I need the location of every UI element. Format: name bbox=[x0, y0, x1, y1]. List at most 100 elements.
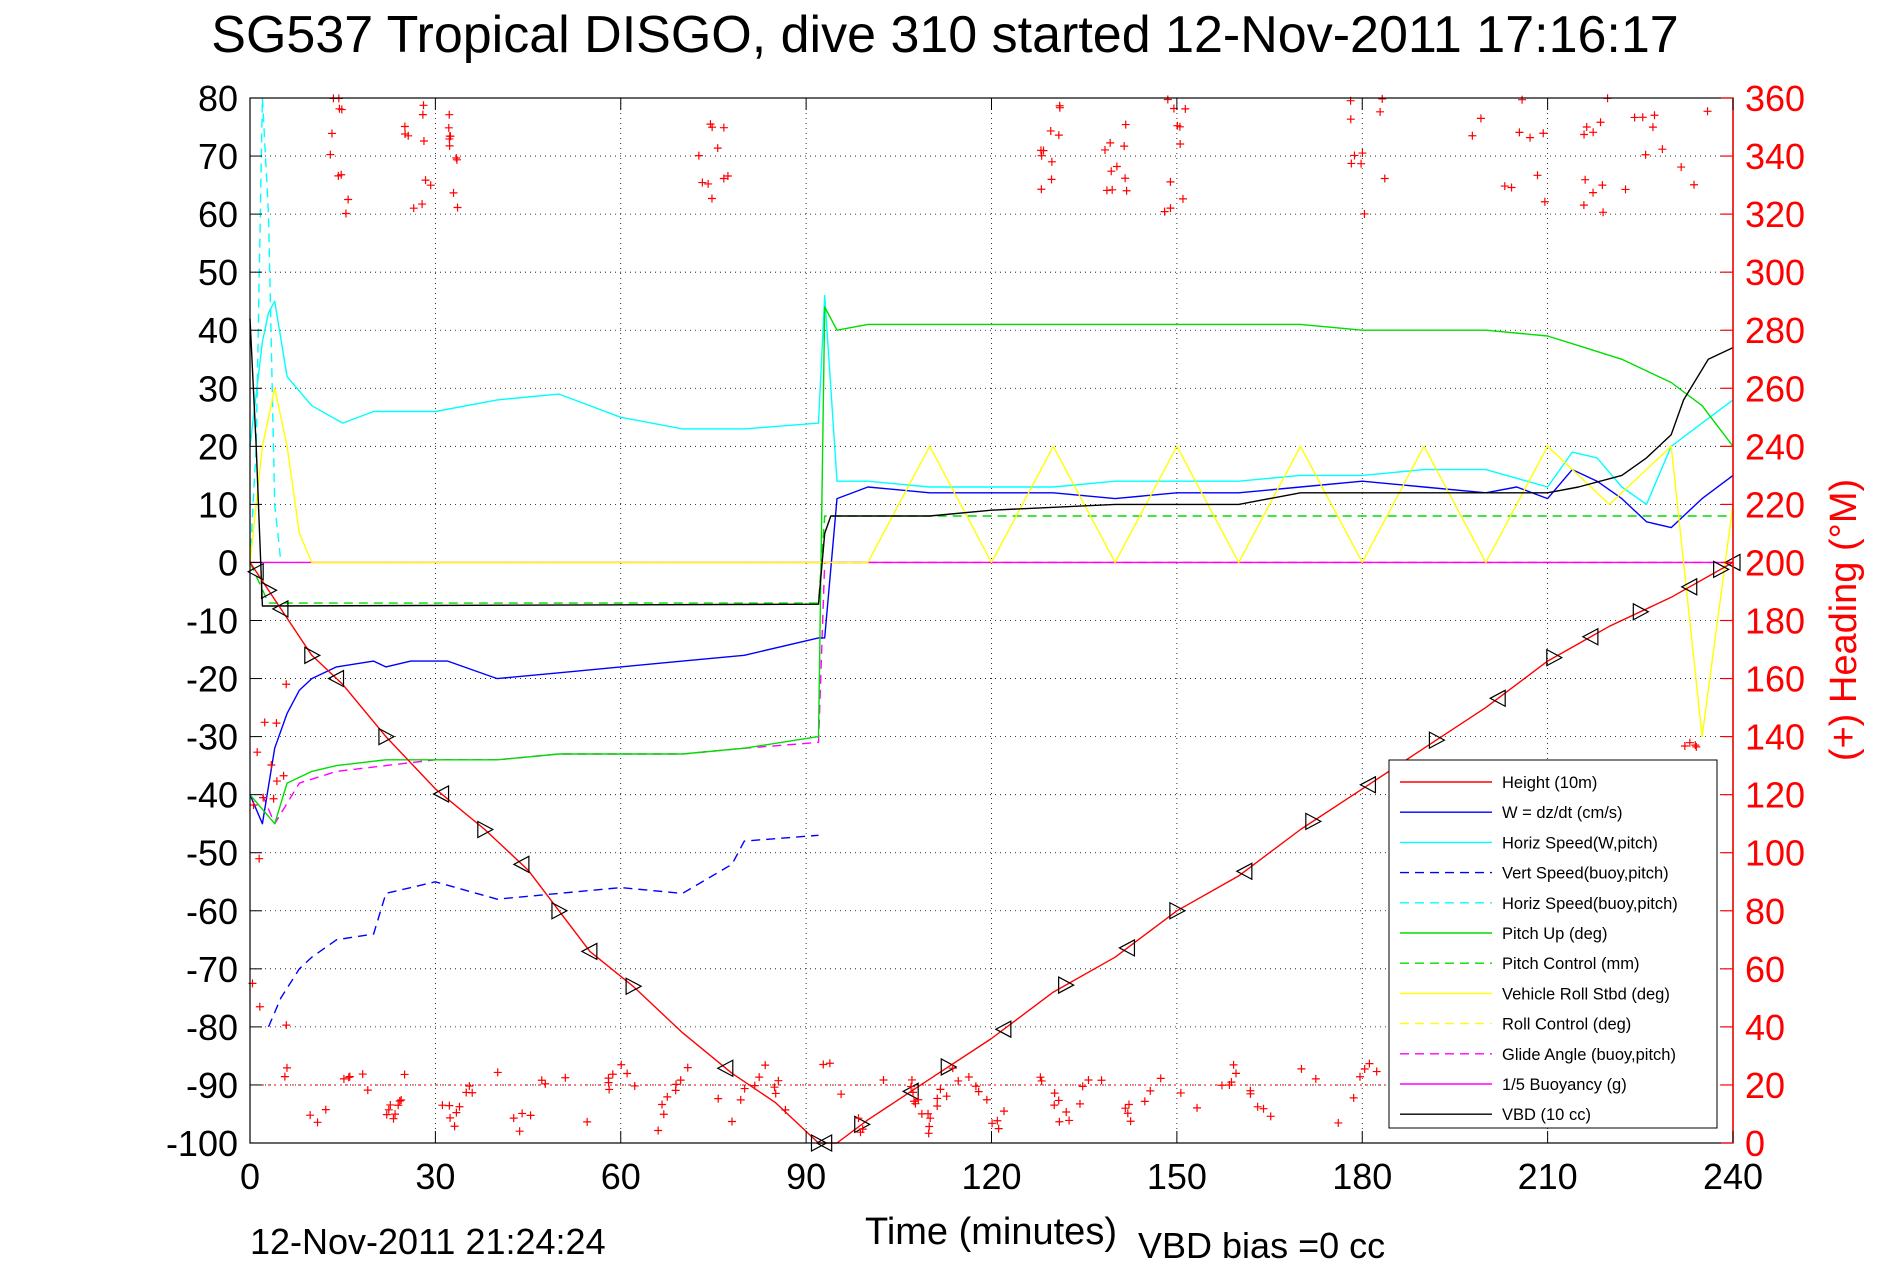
footer-vbd-bias: VBD bias =0 cc bbox=[1138, 1225, 1385, 1262]
heading-marker bbox=[418, 110, 427, 119]
heading-marker bbox=[1123, 1109, 1132, 1118]
heading-marker bbox=[446, 1113, 455, 1122]
heading-marker bbox=[452, 155, 461, 164]
descent-marker bbox=[1235, 862, 1253, 881]
heading-marker bbox=[1638, 113, 1647, 122]
descent-marker bbox=[260, 581, 278, 600]
heading-marker bbox=[936, 1085, 945, 1094]
heading-marker bbox=[1181, 104, 1190, 113]
heading-marker bbox=[1050, 1101, 1059, 1110]
heading-marker bbox=[395, 1097, 404, 1106]
heading-marker bbox=[400, 1070, 409, 1079]
x-tick-label: 30 bbox=[415, 1156, 455, 1197]
heading-marker bbox=[1598, 181, 1607, 190]
heading-marker bbox=[1349, 1093, 1358, 1102]
series-horiz-speed-buoy-pitch bbox=[249, 97, 282, 563]
heading-marker bbox=[1124, 1100, 1133, 1109]
heading-marker bbox=[1046, 126, 1055, 135]
heading-marker bbox=[541, 1079, 550, 1088]
heading-marker bbox=[993, 1116, 1002, 1125]
heading-marker bbox=[617, 1060, 626, 1069]
heading-marker bbox=[740, 1084, 749, 1093]
heading-marker bbox=[933, 1094, 942, 1103]
legend: Height (10m) W = dz/dt (cm/s) Horiz Speed(… bbox=[1388, 759, 1718, 1129]
heading-marker bbox=[394, 1101, 403, 1110]
y2-tick-label: 120 bbox=[1745, 775, 1805, 816]
heading-marker bbox=[1050, 1089, 1059, 1098]
descent-marker bbox=[1359, 775, 1377, 794]
heading-marker bbox=[1047, 175, 1056, 184]
legend-label-height-10m: Height (10m) bbox=[1502, 774, 1597, 792]
heading-marker bbox=[1259, 1104, 1268, 1113]
heading-marker bbox=[736, 1095, 745, 1104]
y-tick-label: 60 bbox=[198, 194, 238, 235]
heading-marker bbox=[694, 151, 703, 160]
descent-marker bbox=[1118, 938, 1136, 957]
heading-marker bbox=[659, 1110, 668, 1119]
series-pitch-control-mm bbox=[249, 515, 1733, 604]
heading-marker bbox=[908, 1088, 917, 1097]
heading-marker bbox=[761, 1061, 770, 1070]
heading-marker bbox=[1054, 1096, 1063, 1105]
legend-label-pitch-control-mm: Pitch Control (mm) bbox=[1502, 955, 1640, 973]
heading-marker bbox=[1037, 151, 1046, 160]
heading-marker bbox=[282, 680, 291, 689]
descent-marker bbox=[327, 669, 345, 688]
heading-marker bbox=[1468, 131, 1477, 140]
heading-marker bbox=[1500, 182, 1509, 191]
series-horiz-speed-w-pitch bbox=[249, 294, 1734, 506]
heading-marker bbox=[465, 1082, 474, 1091]
heading-marker bbox=[334, 171, 343, 180]
heading-marker bbox=[988, 1119, 997, 1128]
heading-marker bbox=[1360, 209, 1369, 218]
heading-marker bbox=[313, 1118, 322, 1127]
heading-marker bbox=[1102, 186, 1111, 195]
heading-marker bbox=[1047, 157, 1056, 166]
heading-marker bbox=[444, 123, 453, 132]
heading-marker bbox=[907, 1075, 916, 1084]
y2-tick-label: 100 bbox=[1745, 833, 1805, 874]
y2-tick-label: 220 bbox=[1745, 484, 1805, 525]
heading-marker bbox=[1581, 175, 1590, 184]
footer-time: 12-Nov-2011 21:24:24 bbox=[250, 1221, 606, 1262]
heading-marker bbox=[462, 1088, 471, 1097]
heading-marker bbox=[605, 1085, 614, 1094]
heading-marker bbox=[409, 204, 418, 213]
heading-marker bbox=[1680, 741, 1689, 750]
legend-label-vehicle-roll-stbd-deg: Vehicle Roll Stbd (deg) bbox=[1502, 985, 1670, 1003]
legend-label-vbd-10-cc: VBD (10 cc) bbox=[1502, 1106, 1591, 1124]
heading-marker bbox=[1347, 159, 1356, 168]
descent-marker bbox=[1546, 648, 1564, 667]
heading-marker bbox=[1621, 185, 1630, 194]
heading-marker bbox=[282, 1021, 291, 1030]
heading-marker bbox=[1054, 131, 1063, 140]
heading-marker bbox=[1372, 1067, 1381, 1076]
heading-marker bbox=[1217, 1081, 1226, 1090]
x-tick-label: 240 bbox=[1703, 1156, 1763, 1197]
heading-marker bbox=[771, 1089, 780, 1098]
descent-marker bbox=[246, 562, 264, 581]
series-vert-speed-buoy-pitch bbox=[267, 834, 819, 1028]
descent-marker bbox=[1428, 731, 1446, 750]
heading-marker bbox=[911, 1099, 920, 1108]
tick-group: 0 30 60 90 120 150 180 210 24080706050403020100-… bbox=[166, 78, 1805, 1197]
x-tick-label: 180 bbox=[1332, 1156, 1392, 1197]
legend-label-1-5-buoyancy-g: 1/5 Buoyancy (g) bbox=[1502, 1076, 1627, 1094]
heading-marker bbox=[1160, 207, 1169, 216]
heading-marker bbox=[713, 144, 722, 153]
heading-marker bbox=[719, 123, 728, 132]
heading-marker bbox=[714, 1094, 723, 1103]
heading-marker bbox=[391, 1110, 400, 1119]
heading-marker bbox=[1065, 1116, 1074, 1125]
heading-marker bbox=[1036, 1073, 1045, 1082]
legend-label-w-dz-dt-cm-s: W = dz/dt (cm/s) bbox=[1502, 804, 1623, 822]
heading-marker bbox=[1176, 140, 1185, 149]
heading-marker bbox=[1297, 1064, 1306, 1073]
heading-marker bbox=[269, 794, 278, 803]
heading-marker bbox=[1515, 128, 1524, 137]
heading-marker bbox=[280, 1072, 289, 1081]
descent-marker bbox=[378, 727, 396, 746]
heading-marker bbox=[526, 1111, 535, 1120]
